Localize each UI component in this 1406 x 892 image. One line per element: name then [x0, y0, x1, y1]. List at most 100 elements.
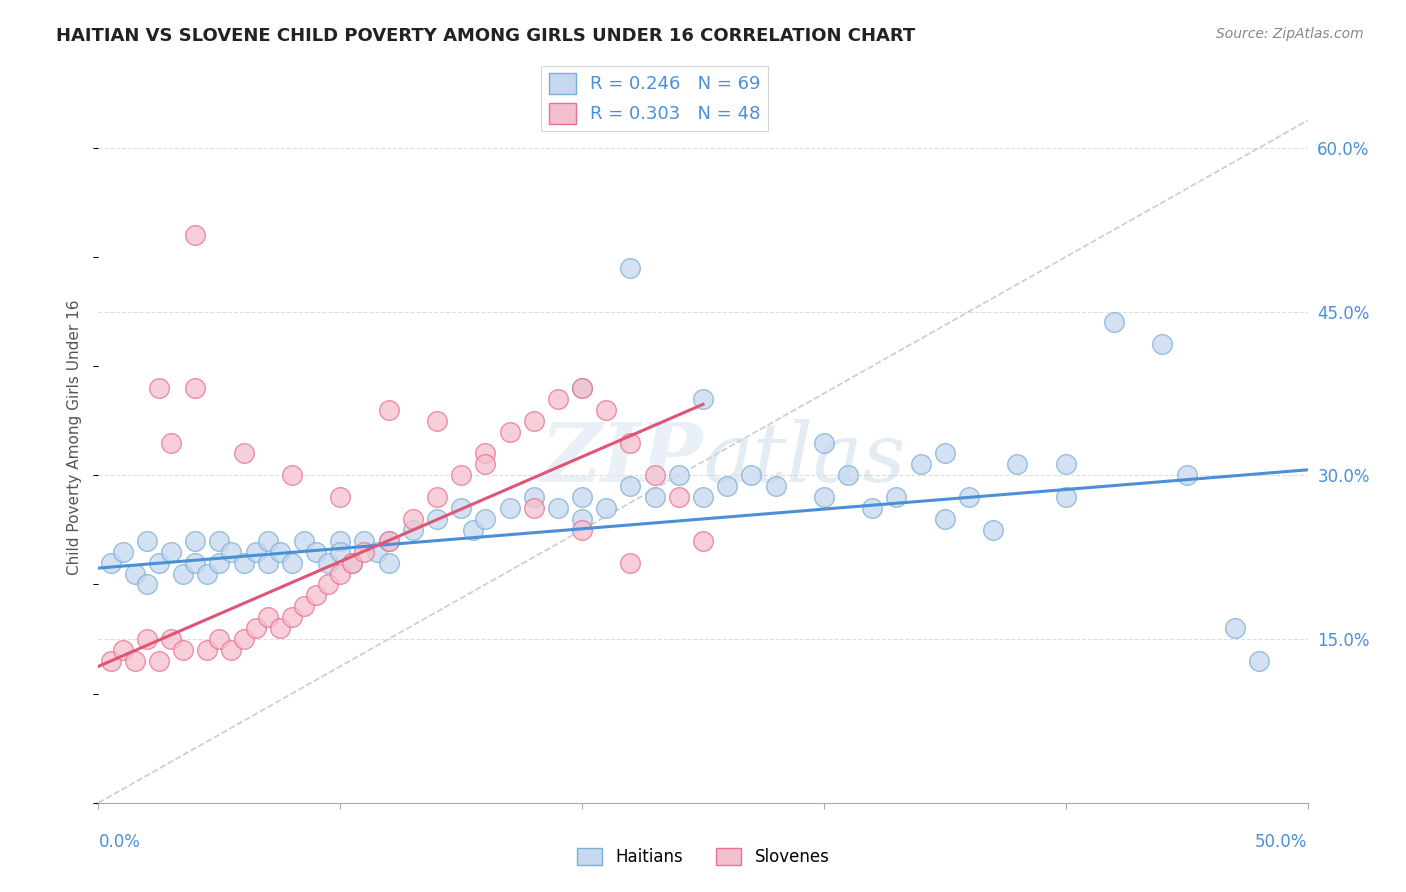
Point: [292, 599, 315, 614]
Point: [329, 545, 352, 559]
Point: [172, 566, 194, 581]
Point: [474, 458, 496, 472]
Point: [692, 392, 714, 406]
Point: [644, 468, 666, 483]
Point: [474, 512, 496, 526]
Text: ZIP: ZIP: [540, 419, 703, 499]
Point: [377, 556, 399, 570]
Point: [124, 654, 146, 668]
Text: 50.0%: 50.0%: [1256, 833, 1308, 851]
Point: [184, 533, 207, 548]
Point: [232, 632, 254, 646]
Point: [148, 381, 170, 395]
Point: [547, 392, 569, 406]
Point: [934, 446, 956, 460]
Point: [668, 490, 690, 504]
Point: [463, 523, 485, 537]
Point: [981, 523, 1004, 537]
Point: [160, 435, 183, 450]
Point: [329, 566, 352, 581]
Point: [692, 533, 714, 548]
Text: Source: ZipAtlas.com: Source: ZipAtlas.com: [1216, 27, 1364, 41]
Point: [523, 490, 546, 504]
Point: [100, 556, 122, 570]
Point: [269, 545, 291, 559]
Point: [160, 545, 183, 559]
Point: [523, 501, 546, 516]
Legend: Haitians, Slovenes: Haitians, Slovenes: [568, 840, 838, 875]
Point: [765, 479, 787, 493]
Point: [269, 621, 291, 635]
Point: [571, 381, 593, 395]
Point: [184, 556, 207, 570]
Point: [1102, 315, 1125, 329]
Point: [281, 610, 304, 624]
Point: [232, 446, 254, 460]
Point: [100, 654, 122, 668]
Point: [426, 414, 449, 428]
Point: [1152, 337, 1174, 351]
Point: [523, 414, 546, 428]
Point: [232, 556, 254, 570]
Point: [281, 468, 304, 483]
Point: [329, 533, 352, 548]
Point: [1223, 621, 1246, 635]
Point: [377, 533, 399, 548]
Point: [813, 490, 835, 504]
Point: [837, 468, 859, 483]
Point: [450, 501, 472, 516]
Point: [571, 381, 593, 395]
Point: [305, 545, 328, 559]
Point: [124, 566, 146, 581]
Point: [402, 512, 425, 526]
Point: [426, 490, 449, 504]
Point: [668, 468, 690, 483]
Point: [571, 490, 593, 504]
Point: [1175, 468, 1198, 483]
Point: [450, 468, 472, 483]
Point: [342, 556, 364, 570]
Point: [281, 556, 304, 570]
Point: [245, 621, 267, 635]
Point: [619, 260, 641, 275]
Point: [221, 545, 243, 559]
Point: [256, 556, 278, 570]
Point: [329, 490, 352, 504]
Point: [316, 577, 339, 591]
Y-axis label: Child Poverty Among Girls Under 16: Child Poverty Among Girls Under 16: [67, 300, 83, 574]
Point: [172, 643, 194, 657]
Point: [377, 533, 399, 548]
Point: [111, 545, 134, 559]
Point: [595, 501, 617, 516]
Point: [619, 556, 641, 570]
Point: [148, 556, 170, 570]
Point: [208, 632, 231, 646]
Point: [1249, 654, 1271, 668]
Point: [160, 632, 183, 646]
Point: [498, 501, 520, 516]
Point: [426, 512, 449, 526]
Point: [221, 643, 243, 657]
Point: [595, 402, 617, 417]
Point: [402, 523, 425, 537]
Point: [619, 479, 641, 493]
Point: [498, 425, 520, 439]
Point: [934, 512, 956, 526]
Text: atlas: atlas: [703, 419, 905, 499]
Point: [1054, 490, 1077, 504]
Point: [305, 588, 328, 602]
Point: [195, 643, 218, 657]
Point: [353, 545, 375, 559]
Point: [571, 523, 593, 537]
Point: [886, 490, 908, 504]
Text: HAITIAN VS SLOVENE CHILD POVERTY AMONG GIRLS UNDER 16 CORRELATION CHART: HAITIAN VS SLOVENE CHILD POVERTY AMONG G…: [56, 27, 915, 45]
Point: [208, 556, 231, 570]
Point: [547, 501, 569, 516]
Point: [342, 556, 364, 570]
Point: [1054, 458, 1077, 472]
Point: [740, 468, 762, 483]
Point: [195, 566, 218, 581]
Point: [957, 490, 980, 504]
Point: [184, 381, 207, 395]
Point: [474, 446, 496, 460]
